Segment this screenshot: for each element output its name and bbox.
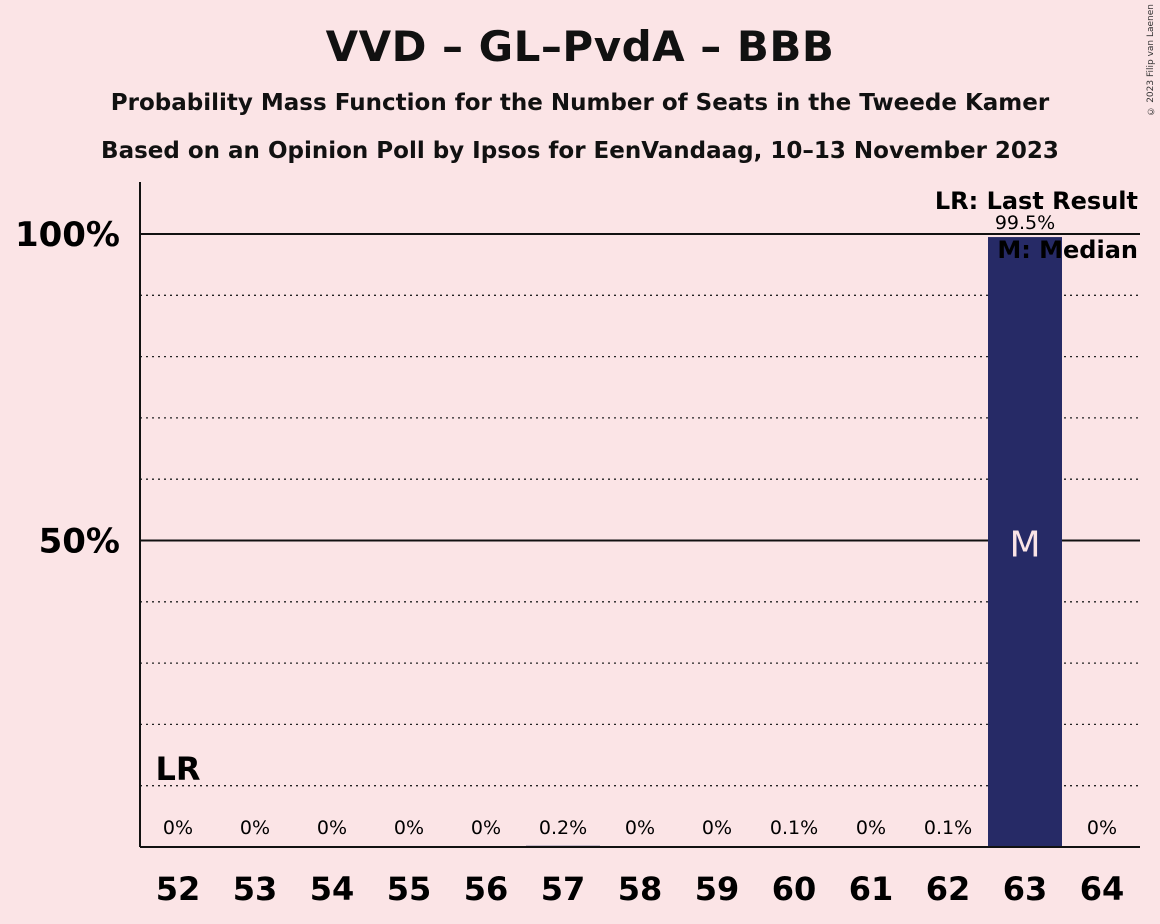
value-label-55: 0% — [394, 817, 424, 839]
value-label-53: 0% — [240, 817, 270, 839]
value-label-64: 0% — [1087, 817, 1117, 839]
bar-63 — [988, 237, 1062, 847]
x-tick-label-57: 57 — [541, 870, 586, 908]
value-label-52: 0% — [163, 817, 193, 839]
x-tick-label-55: 55 — [387, 870, 432, 908]
value-label-60: 0.1% — [770, 817, 818, 839]
value-label-62: 0.1% — [924, 817, 972, 839]
value-label-63: 99.5% — [995, 212, 1055, 234]
y-tick-label: 50% — [39, 522, 120, 562]
x-tick-label-59: 59 — [695, 870, 740, 908]
x-tick-label-63: 63 — [1003, 870, 1048, 908]
x-tick-label-64: 64 — [1080, 870, 1125, 908]
x-tick-label-62: 62 — [926, 870, 971, 908]
value-label-59: 0% — [702, 817, 732, 839]
value-label-58: 0% — [625, 817, 655, 839]
x-tick-label-58: 58 — [618, 870, 663, 908]
value-label-57: 0.2% — [539, 817, 587, 839]
x-tick-label-56: 56 — [464, 870, 509, 908]
x-tick-label-60: 60 — [772, 870, 817, 908]
value-label-56: 0% — [471, 817, 501, 839]
y-tick-label: 100% — [15, 215, 120, 255]
value-label-54: 0% — [317, 817, 347, 839]
chart-subtitle: Probability Mass Function for the Number… — [110, 90, 1050, 116]
median-marker: M — [1009, 525, 1040, 566]
x-tick-label-54: 54 — [310, 870, 355, 908]
value-label-61: 0% — [856, 817, 886, 839]
last-result-marker: LR — [155, 750, 200, 788]
x-tick-label-61: 61 — [849, 870, 894, 908]
chart-source: Based on an Opinion Poll by Ipsos for Ee… — [101, 138, 1059, 164]
legend-median: M: Median — [997, 236, 1138, 264]
legend-last-result: LR: Last Result — [935, 187, 1138, 215]
x-tick-label-53: 53 — [233, 870, 278, 908]
chart-title: VVD – GL–PvdA – BBB — [325, 22, 835, 71]
x-tick-label-52: 52 — [156, 870, 201, 908]
